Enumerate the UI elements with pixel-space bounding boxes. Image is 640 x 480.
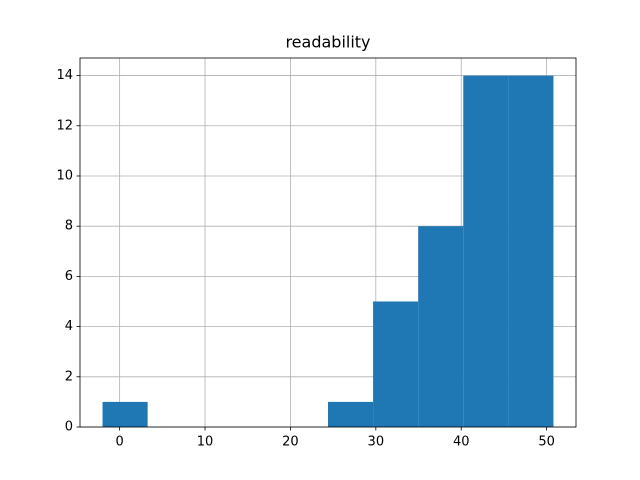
y-tick-label: 0 — [65, 420, 73, 435]
y-tick-label: 4 — [65, 319, 73, 334]
y-tick-label: 8 — [65, 219, 73, 234]
x-tick-label: 20 — [282, 435, 299, 450]
plot-frame — [79, 57, 577, 428]
y-tick-label: 12 — [56, 118, 73, 133]
y-tick-label: 6 — [65, 269, 73, 284]
x-tick-label: 10 — [197, 435, 214, 450]
bar — [508, 75, 554, 428]
x-tick-label: 30 — [368, 435, 385, 450]
x-tick-label: 40 — [453, 435, 470, 450]
chart-title: readability — [285, 33, 370, 52]
x-tick-label: 0 — [115, 435, 123, 450]
bar — [328, 401, 374, 427]
bars — [102, 75, 554, 428]
bar — [418, 226, 464, 427]
bar — [102, 401, 148, 427]
bar — [373, 301, 419, 427]
grid — [80, 58, 576, 428]
y-tick-label: 14 — [56, 68, 73, 83]
x-tick-label: 50 — [538, 435, 555, 450]
y-tick-label: 2 — [65, 369, 73, 384]
bar — [463, 75, 509, 428]
y-tick-label: 10 — [56, 168, 73, 183]
axes: 0 2 4 6 8 10 12 14 0 10 20 30 40 50 — [56, 57, 577, 450]
